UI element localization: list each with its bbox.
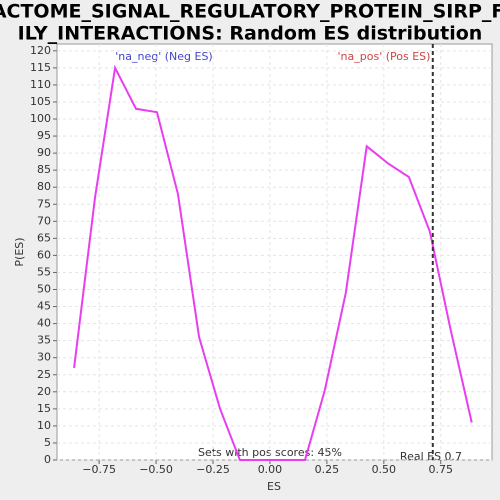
y-tick-label: 55 bbox=[37, 265, 51, 278]
y-tick-label: 30 bbox=[37, 351, 51, 364]
y-tick-label: 50 bbox=[37, 283, 51, 296]
y-tick-label: 80 bbox=[37, 180, 51, 193]
y-tick-label: 0 bbox=[44, 453, 51, 466]
data-line bbox=[73, 64, 473, 461]
y-tick-label: 120 bbox=[30, 44, 51, 57]
x-tick-label: 0.00 bbox=[258, 463, 283, 476]
y-tick-label: 45 bbox=[37, 300, 51, 313]
y-tick-label: 40 bbox=[37, 317, 51, 330]
chart-title: ILY_INTERACTIONS: Random ES distribution bbox=[18, 23, 483, 45]
y-tick-label: 60 bbox=[37, 248, 51, 261]
y-tick-label: 35 bbox=[37, 334, 51, 347]
y-tick-label: 90 bbox=[37, 146, 51, 159]
y-tick-label: 85 bbox=[37, 163, 51, 176]
x-tick-label: −0.50 bbox=[139, 463, 173, 476]
y-tick-label: 100 bbox=[30, 112, 51, 125]
y-tick-label: 110 bbox=[30, 78, 51, 91]
neg-label: 'na_neg' (Neg ES) bbox=[115, 50, 212, 63]
x-axis-label: ES bbox=[267, 480, 281, 493]
plot-area bbox=[56, 43, 493, 461]
y-tick-label: 65 bbox=[37, 231, 51, 244]
y-tick-label: 10 bbox=[37, 419, 51, 432]
x-tick-label: 0.50 bbox=[372, 463, 397, 476]
y-tick-label: 15 bbox=[37, 402, 51, 415]
y-tick-label: 20 bbox=[37, 385, 51, 398]
y-tick-label: 105 bbox=[30, 95, 51, 108]
y-axis-label: P(ES) bbox=[13, 237, 26, 266]
y-tick-label: 75 bbox=[37, 197, 51, 210]
x-tick-label: −0.25 bbox=[196, 463, 230, 476]
x-tick-label: 0.25 bbox=[315, 463, 340, 476]
y-tick-label: 5 bbox=[44, 436, 51, 449]
y-tick-label: 95 bbox=[37, 129, 51, 142]
x-tick-label: −0.75 bbox=[82, 463, 116, 476]
x-tick-label: 0.75 bbox=[429, 463, 454, 476]
y-tick-label: 25 bbox=[37, 368, 51, 381]
chart-title: REACTOME_SIGNAL_REGULATORY_PROTEIN_SIRP_… bbox=[0, 1, 500, 23]
real-es-label: Real ES 0.7 bbox=[400, 450, 462, 463]
y-tick-label: 115 bbox=[30, 61, 51, 74]
y-tick-label: 70 bbox=[37, 214, 51, 227]
